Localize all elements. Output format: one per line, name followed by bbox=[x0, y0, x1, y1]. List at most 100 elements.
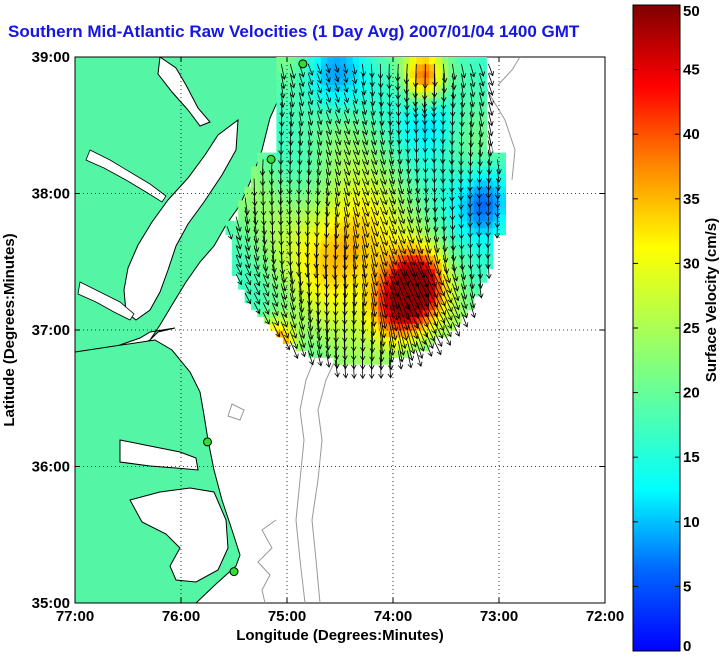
velocity-cell bbox=[282, 179, 290, 188]
velocity-cell bbox=[327, 330, 335, 338]
velocity-cell bbox=[270, 234, 277, 242]
velocity-vector bbox=[262, 273, 270, 288]
velocity-cell bbox=[295, 63, 303, 72]
velocity-cell bbox=[295, 77, 303, 85]
velocity-cell bbox=[416, 173, 424, 181]
velocity-cell bbox=[384, 275, 392, 283]
velocity-vector bbox=[253, 292, 261, 305]
radar-station-marker bbox=[298, 59, 308, 69]
velocity-vector bbox=[361, 187, 370, 207]
velocity-vector bbox=[424, 197, 430, 213]
velocity-cell bbox=[282, 111, 290, 119]
velocity-cell bbox=[454, 179, 462, 188]
velocity-cell bbox=[333, 70, 341, 79]
velocity-cell bbox=[320, 254, 328, 263]
velocity-cell bbox=[390, 159, 398, 167]
velocity-cell bbox=[340, 350, 347, 358]
velocity-cell bbox=[301, 152, 309, 160]
velocity-cell bbox=[435, 193, 443, 201]
velocity-vector bbox=[298, 92, 305, 107]
velocity-vector bbox=[343, 101, 350, 114]
velocity-cell bbox=[384, 138, 392, 147]
velocity-cell bbox=[289, 330, 297, 338]
velocity-cell bbox=[314, 104, 322, 113]
velocity-cell bbox=[448, 111, 456, 119]
velocity-cell bbox=[320, 111, 328, 119]
velocity-vector bbox=[397, 216, 406, 235]
velocity-vector bbox=[279, 111, 285, 127]
velocity-cell bbox=[320, 350, 328, 358]
velocity-cell bbox=[384, 173, 392, 181]
velocity-cell bbox=[340, 357, 347, 365]
velocity-cell bbox=[403, 227, 411, 235]
velocity-cell bbox=[327, 179, 335, 188]
velocity-cell bbox=[422, 152, 430, 160]
velocity-cell bbox=[327, 295, 335, 304]
velocity-cell bbox=[257, 159, 265, 167]
velocity-cell bbox=[416, 152, 424, 160]
velocity-cell bbox=[301, 343, 309, 352]
velocity-cell bbox=[289, 193, 297, 201]
velocity-cell bbox=[295, 125, 303, 133]
velocity-cell bbox=[410, 316, 417, 324]
velocity-cell bbox=[346, 302, 354, 311]
velocity-cell bbox=[403, 336, 411, 345]
velocity-vector bbox=[295, 235, 302, 257]
velocity-cell bbox=[467, 207, 475, 215]
velocity-cell bbox=[435, 302, 443, 311]
velocity-vector bbox=[343, 216, 350, 240]
velocity-cell bbox=[416, 200, 424, 208]
velocity-cell bbox=[448, 289, 456, 297]
velocity-vector bbox=[325, 92, 332, 103]
colorbar-tick-label: 25 bbox=[683, 320, 700, 337]
velocity-cell bbox=[390, 275, 398, 283]
velocity-cell bbox=[327, 323, 335, 331]
velocity-cell bbox=[320, 173, 328, 181]
velocity-vector bbox=[370, 293, 378, 318]
velocity-vector bbox=[289, 331, 299, 350]
velocity-cell bbox=[390, 173, 398, 181]
velocity-cell bbox=[352, 261, 360, 270]
velocity-cell bbox=[416, 104, 424, 113]
velocity-vector bbox=[325, 140, 332, 156]
velocity-cell bbox=[270, 179, 277, 188]
velocity-vector bbox=[452, 321, 460, 337]
velocity-vector bbox=[494, 197, 501, 209]
velocity-cell bbox=[403, 254, 411, 263]
velocity-cell bbox=[378, 302, 386, 311]
velocity-cell bbox=[340, 316, 347, 324]
velocity-cell bbox=[454, 98, 462, 106]
velocity-cell bbox=[429, 77, 436, 85]
velocity-vector bbox=[468, 140, 474, 158]
velocity-cell bbox=[282, 234, 290, 242]
velocity-vector bbox=[277, 197, 284, 216]
velocity-cell bbox=[384, 336, 392, 345]
delaware-bay bbox=[157, 57, 211, 127]
velocity-vector bbox=[458, 121, 465, 137]
velocity-cell bbox=[441, 125, 449, 133]
velocity-cell bbox=[410, 200, 417, 208]
velocity-vector bbox=[352, 245, 359, 270]
velocity-cell bbox=[340, 323, 347, 331]
velocity-cell bbox=[416, 138, 424, 147]
velocity-cell bbox=[231, 227, 239, 235]
velocity-cell bbox=[301, 302, 309, 311]
velocity-cell bbox=[244, 214, 252, 222]
velocity-cell bbox=[308, 173, 316, 181]
velocity-cell bbox=[390, 104, 398, 113]
velocity-cell bbox=[263, 207, 271, 215]
velocity-cell bbox=[346, 268, 354, 276]
velocity-cell bbox=[257, 289, 265, 297]
velocity-cell bbox=[289, 132, 297, 140]
velocity-vector bbox=[379, 178, 388, 196]
velocity-cell bbox=[308, 268, 316, 276]
velocity-cell bbox=[352, 295, 360, 304]
velocity-cell bbox=[448, 77, 456, 85]
velocity-cell bbox=[327, 125, 335, 133]
velocity-vector bbox=[325, 130, 333, 146]
velocity-vector bbox=[461, 292, 468, 310]
velocity-cell bbox=[301, 104, 309, 113]
velocity-cell bbox=[270, 166, 277, 174]
colorbar-tick-label: 15 bbox=[683, 449, 700, 466]
velocity-cell bbox=[320, 227, 328, 235]
